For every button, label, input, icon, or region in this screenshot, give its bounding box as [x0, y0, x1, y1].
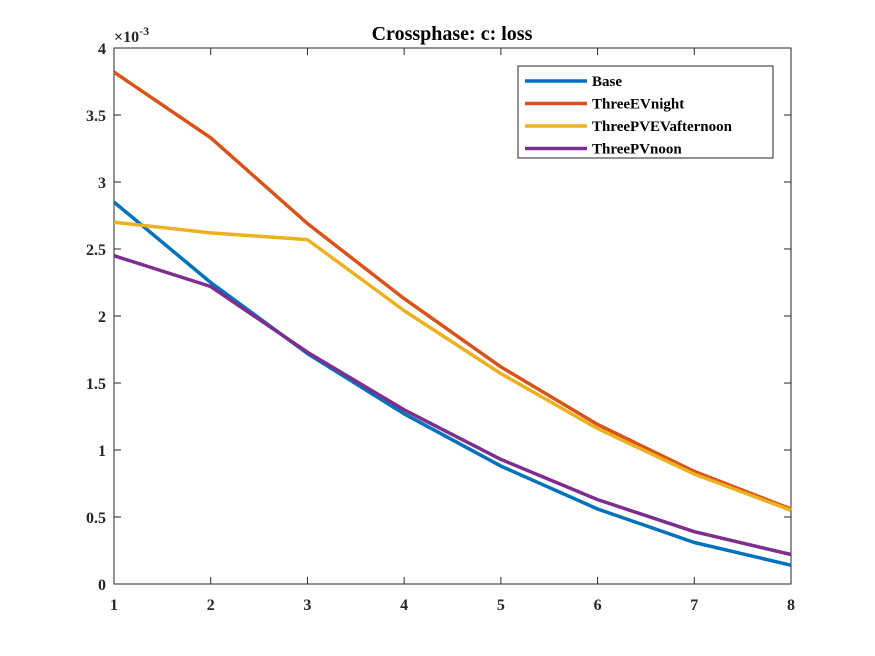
legend-label: ThreePVnoon: [592, 142, 682, 158]
y-axis: 0 0.5 1 1.5 2 2.5 3 3.5 4: [86, 41, 791, 594]
y-axis-multiplier-base: ×10: [114, 29, 139, 46]
series-line-0: [112, 200, 792, 567]
y-tick-label: 0: [98, 577, 106, 594]
series-lines: [112, 70, 792, 567]
y-tick-label: 2.5: [86, 242, 106, 259]
x-tick-label: 5: [497, 597, 505, 614]
y-tick-label: 0.5: [86, 510, 106, 527]
legend-label: ThreeEVnight: [592, 97, 684, 113]
y-tick-label: 3: [98, 175, 106, 192]
chart-title: Crossphase: c: loss: [372, 23, 533, 45]
x-tick-label: 6: [594, 597, 602, 614]
y-tick-label: 2: [98, 309, 106, 326]
series-line-2: [113, 220, 792, 512]
x-tick-label: 7: [690, 597, 698, 614]
y-tick-label: 3.5: [86, 108, 106, 125]
series-line-3: [113, 254, 792, 557]
x-tick-label: 4: [400, 597, 408, 614]
series-line-1: [113, 70, 792, 511]
y-axis-multiplier: ×10-3: [114, 24, 149, 46]
x-tick-label: 8: [787, 597, 795, 614]
x-tick-label: 3: [303, 597, 311, 614]
x-tick-label: 1: [110, 597, 118, 614]
x-axis: 1 2 3 4 5 6 7 8: [110, 48, 795, 614]
legend-label: Base: [592, 74, 622, 90]
x-tick-label: 2: [207, 597, 215, 614]
y-tick-label: 4: [98, 41, 106, 58]
y-tick-label: 1: [98, 443, 106, 460]
y-axis-multiplier-exponent: -3: [139, 24, 149, 38]
legend-label: ThreePVEVafternoon: [592, 119, 733, 135]
y-tick-label: 1.5: [86, 376, 106, 393]
legend: Base ThreeEVnight ThreePVEVafternoon ThreeP…: [517, 65, 774, 159]
